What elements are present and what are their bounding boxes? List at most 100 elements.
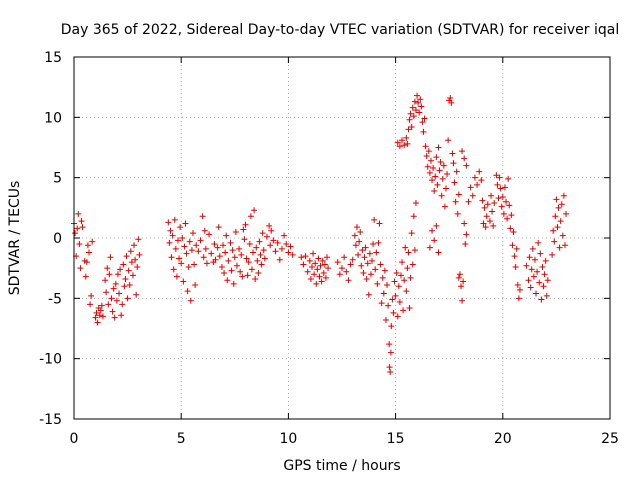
data-point <box>527 284 534 291</box>
data-point <box>442 185 449 192</box>
data-point <box>132 256 139 263</box>
data-point <box>378 300 385 307</box>
data-point <box>540 283 547 290</box>
data-point <box>407 110 414 117</box>
data-point <box>393 269 400 276</box>
data-point <box>362 244 369 251</box>
data-point <box>315 255 322 262</box>
data-point <box>419 119 426 126</box>
data-point <box>544 277 551 284</box>
data-point <box>420 128 427 135</box>
data-point <box>467 184 474 191</box>
data-point <box>167 227 174 234</box>
data-point <box>173 273 180 280</box>
data-point <box>114 271 121 278</box>
data-point <box>345 277 352 284</box>
data-point <box>480 220 487 227</box>
data-point <box>228 267 235 274</box>
data-point <box>523 262 530 269</box>
data-point <box>321 261 328 268</box>
data-point <box>211 241 218 248</box>
data-point <box>513 245 520 252</box>
data-point <box>106 271 113 278</box>
data-point <box>557 218 564 225</box>
data-point <box>404 265 411 272</box>
data-point <box>432 173 439 180</box>
data-point <box>363 276 370 283</box>
data-point <box>133 291 140 298</box>
data-point <box>471 174 478 181</box>
data-point <box>117 266 124 273</box>
data-point <box>255 269 262 276</box>
x-tick-label: 15 <box>387 431 405 447</box>
data-point <box>538 296 545 303</box>
data-point <box>478 177 485 184</box>
data-point <box>537 250 544 257</box>
data-point <box>495 195 502 202</box>
y-tick-label: 0 <box>53 231 62 247</box>
data-point <box>233 262 240 269</box>
data-point <box>372 266 379 273</box>
data-point <box>394 313 401 320</box>
data-point <box>195 248 202 255</box>
data-point <box>96 312 103 319</box>
data-point <box>380 290 387 297</box>
data-point <box>245 259 252 266</box>
data-point <box>192 282 199 289</box>
data-point <box>186 238 193 245</box>
data-point <box>385 302 392 309</box>
data-point <box>551 238 558 245</box>
data-point <box>438 192 445 199</box>
data-point <box>312 260 319 267</box>
data-point <box>435 144 442 151</box>
data-point <box>123 253 130 260</box>
data-point <box>431 237 438 244</box>
y-tick-label: -10 <box>39 352 62 368</box>
axis-ticks: 0 5 10 15 20 25 -15 -10 -5 0 5 10 15 <box>39 50 619 447</box>
data-point <box>455 191 462 198</box>
data-point <box>412 200 419 207</box>
data-point <box>181 243 188 250</box>
data-point <box>276 256 283 263</box>
data-point <box>427 157 434 164</box>
data-point <box>412 107 419 114</box>
data-point <box>494 181 501 188</box>
data-point <box>323 254 330 261</box>
data-point <box>184 288 191 295</box>
data-point <box>319 257 326 264</box>
data-point <box>174 237 181 244</box>
data-point <box>550 227 557 234</box>
data-point <box>448 99 455 106</box>
data-point <box>361 254 368 261</box>
data-point <box>433 154 440 161</box>
data-point <box>185 263 192 270</box>
data-point <box>311 271 318 278</box>
data-point <box>379 274 386 281</box>
data-point <box>556 244 563 251</box>
data-point <box>285 249 292 256</box>
data-point <box>493 172 500 179</box>
data-point <box>461 155 468 162</box>
data-point <box>560 192 567 199</box>
data-point <box>453 168 460 175</box>
data-point <box>109 308 116 315</box>
data-point <box>512 263 519 270</box>
data-point <box>360 269 367 276</box>
data-point <box>230 280 237 287</box>
data-point <box>206 231 213 238</box>
data-point <box>403 288 410 295</box>
data-point <box>526 254 533 261</box>
data-point <box>199 213 206 220</box>
data-point <box>258 261 265 268</box>
data-point <box>374 280 381 287</box>
data-point <box>254 257 261 264</box>
data-point <box>223 232 230 239</box>
data-point <box>347 261 354 268</box>
data-point <box>511 253 518 260</box>
data-point <box>178 260 185 267</box>
data-point <box>191 261 198 268</box>
data-point <box>313 280 320 287</box>
data-point <box>202 245 209 252</box>
data-point <box>469 192 476 199</box>
data-point <box>357 228 364 235</box>
